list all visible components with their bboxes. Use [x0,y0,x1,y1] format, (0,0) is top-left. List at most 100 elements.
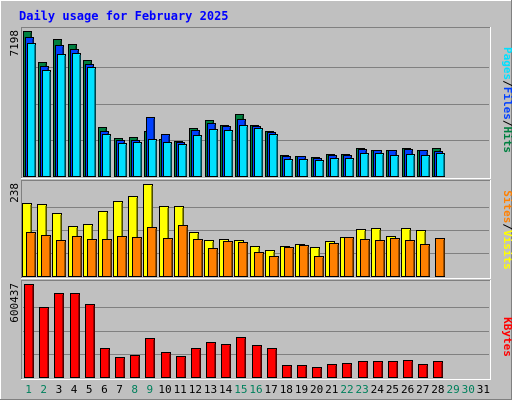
bar-shadow [79,55,81,176]
x-tick-label: 17 [265,383,278,396]
bar-shadow [138,357,140,377]
bar-shadow [428,157,430,176]
bar-shadow [155,229,157,276]
bar-shadow [368,241,370,276]
x-tick-label: 26 [401,383,414,396]
x-tick-label: 7 [116,383,123,396]
bar-shadow [186,227,188,276]
bar-shadow [123,359,125,377]
x-tick-label: 2 [40,383,47,396]
bar-shadow [337,160,339,176]
legend-part: Hits [501,127,512,154]
panel-bottom: 600437 KBytes [8,280,512,380]
x-tick-label: 23 [356,383,369,396]
bar-shadow [261,130,263,176]
bar-shadow [413,156,415,176]
bar-shadow [108,350,110,377]
bar-shadow [170,144,172,176]
bar-shadow [276,136,278,176]
legend-part: / [501,223,512,230]
bar-shadow [95,241,97,276]
bar-shadow [171,240,173,276]
bar-shadow [185,146,187,176]
bar-shadow [352,239,354,276]
bar-shadow [125,238,127,276]
legend-part: Files [501,87,512,120]
x-tick-label: 31 [477,383,490,396]
chart-panels: 7198Pages/Files/Hits238Sites/Visits60043… [8,27,512,380]
bar-shadow [350,365,352,377]
bar-shadow [322,162,324,176]
legend-part: / [501,120,512,127]
x-tick-label: 28 [431,383,444,396]
bar-shadow [47,309,49,377]
bar-shadow [125,145,127,176]
bar-shadow [216,250,218,276]
bar-shadow [337,245,339,276]
bar-shadow [305,367,307,377]
legend-part: / [501,80,512,87]
bar-shadow [322,258,324,276]
bar-shadow [426,366,428,377]
bar-shadow [443,240,445,276]
x-tick-label: 25 [386,383,399,396]
bar-shadow [140,239,142,276]
bar-shadow [398,240,400,276]
bar-shadow [277,258,279,276]
x-tick-label: 24 [371,383,385,396]
bar-shadow [199,350,201,377]
x-tick-label: 10 [158,383,171,396]
legend-part: Visits [501,230,512,270]
x-tick-label: 13 [204,383,217,396]
x-tick-label: 9 [147,383,154,396]
bar-shadow [109,136,111,176]
bar-shadow [200,137,202,176]
x-tick-label: 22 [340,383,353,396]
y-max-label: 600437 [8,283,21,323]
bar-shadow [260,347,262,377]
bar-shadow [64,242,66,276]
x-axis-labels: 1 2 3 4 5 6 7 8 9 10 11 12 13 14 15 16 17 18 19 20 21 22 23 24 2… [25,383,490,396]
bar-shadow [93,306,95,377]
bar-shadow [320,369,322,377]
bar-shadow [366,363,368,377]
x-tick-label: 1 [25,383,32,396]
x-tick-label: 19 [295,383,308,396]
bar-shadow [246,244,248,276]
bar-shadow [229,346,231,377]
bar-shadow [411,362,413,377]
bar-shadow [201,241,203,276]
bar-shadow [140,144,142,176]
panel-legend: KBytes [501,317,512,357]
bar-shadow [335,366,337,377]
bar-shadow [184,358,186,377]
bar-shadow [32,286,34,377]
bar-shadow [80,238,82,276]
bar-shadow [367,155,369,176]
bar-shadow [381,363,383,377]
bar-shadow [413,242,415,276]
x-tick-label: 21 [325,383,338,396]
x-tick-label: 15 [234,383,247,396]
x-tick-label: 12 [189,383,202,396]
bar-shadow [34,45,36,176]
x-tick-label: 3 [56,383,63,396]
bar-shadow [428,246,430,276]
bar-shadow [34,234,36,276]
bar-shadow [292,249,294,276]
bar-shadow [307,247,309,276]
y-max-label: 7198 [8,30,21,57]
bar-shadow [306,161,308,176]
bar-shadow [94,69,96,176]
x-tick-label: 11 [174,383,187,396]
bar-shadow [62,295,64,377]
bar-shadow [49,72,51,176]
bar-shadow [396,363,398,377]
legend-part: Sites [501,190,512,223]
bar-shadow [214,344,216,377]
bar-shadow [110,241,112,276]
bar-shadow [78,295,80,377]
x-tick-label: 29 [446,383,459,396]
bar-shadow [64,56,66,176]
bar-shadow [275,350,277,377]
